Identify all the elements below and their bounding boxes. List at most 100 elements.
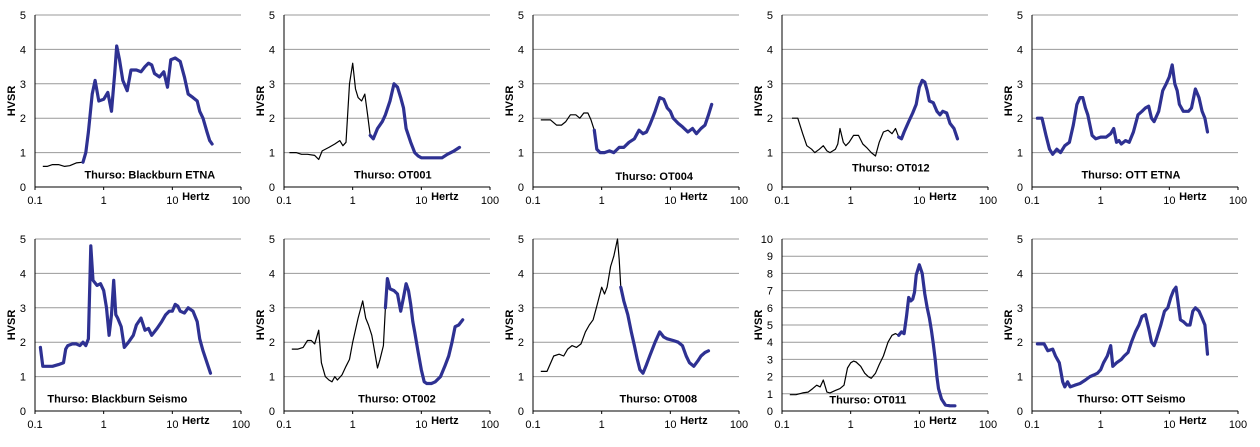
chart-4-thin-series-line bbox=[792, 117, 900, 157]
chart-3: 0 1 2 3 4 5 0.1 1 10 100 HVSR Hertz Thurso: OT004 bbox=[504, 10, 748, 207]
chart-6-y-axis-label: HVSR bbox=[6, 310, 18, 341]
chart-3-x-axis-label: Hertz bbox=[680, 191, 708, 203]
chart-5-x-axis-label: Hertz bbox=[1179, 191, 1207, 203]
chart-9-y-tick-label: 0 bbox=[767, 406, 773, 418]
chart-10-x-tick-label: 100 bbox=[1229, 419, 1247, 431]
chart-1-x-tick-label: 100 bbox=[232, 195, 250, 207]
chart-7-x-tick-label: 10 bbox=[415, 419, 427, 431]
chart-2-y-tick-label: 4 bbox=[269, 44, 275, 56]
chart-2-thin-series-line bbox=[289, 62, 371, 161]
chart-9: 0 1 2 3 4 5 6 7 8 9 10 0.1 1 10 100 HVSR Hertz Thurso: OT… bbox=[753, 234, 997, 431]
chart-7-thick-series-line bbox=[383, 277, 465, 386]
chart-7: 0 1 2 3 4 5 0.1 1 10 100 HVSR Hertz Thurso: OT002 bbox=[255, 234, 499, 431]
chart-10-x-axis-label: Hertz bbox=[1179, 415, 1207, 427]
chart-6-y-tick-label: 1 bbox=[20, 372, 26, 384]
chart-9-y-axis-label: HVSR bbox=[753, 310, 765, 341]
chart-4-y-tick-label: 5 bbox=[767, 10, 773, 22]
chart-10-y-tick-label: 4 bbox=[1017, 268, 1023, 280]
chart-6-y-tick-label: 4 bbox=[20, 268, 26, 280]
chart-7-x-tick-label: 0.1 bbox=[276, 419, 291, 431]
chart-6-title: Thurso: Blackburn Seismo bbox=[47, 393, 187, 405]
chart-7-x-tick-label: 1 bbox=[350, 419, 356, 431]
chart-4-y-axis-label: HVSR bbox=[753, 86, 765, 117]
chart-6-y-tick-label: 5 bbox=[20, 234, 26, 246]
chart-5-y-tick-label: 0 bbox=[1017, 182, 1023, 194]
chart-4-title: Thurso: OT012 bbox=[852, 163, 930, 175]
chart-4-y-tick-label: 0 bbox=[767, 182, 773, 194]
chart-7-y-tick-label: 0 bbox=[269, 406, 275, 418]
chart-5-thick-series-line bbox=[1035, 63, 1210, 156]
chart-10-y-tick-label: 5 bbox=[1017, 234, 1023, 246]
chart-8-x-axis-label: Hertz bbox=[680, 415, 708, 427]
chart-3-thick-series-line bbox=[592, 95, 714, 155]
chart-7-y-tick-label: 4 bbox=[269, 268, 275, 280]
chart-9-y-tick-label: 2 bbox=[767, 372, 773, 384]
chart-9-y-tick-label: 1 bbox=[767, 389, 773, 401]
chart-1-x-axis-label: Hertz bbox=[182, 191, 210, 203]
chart-4-thick-series-line bbox=[897, 78, 960, 141]
chart-8-x-tick-label: 100 bbox=[730, 419, 748, 431]
chart-8-x-tick-label: 0.1 bbox=[525, 419, 540, 431]
chart-10-y-axis-label: HVSR bbox=[1003, 310, 1015, 341]
chart-8-y-tick-label: 3 bbox=[518, 303, 524, 315]
chart-5-x-tick-label: 0.1 bbox=[1024, 195, 1039, 207]
chart-4-y-tick-label: 2 bbox=[767, 113, 773, 125]
chart-8-y-tick-label: 5 bbox=[518, 234, 524, 246]
chart-7-y-tick-label: 3 bbox=[269, 303, 275, 315]
chart-1-y-tick-label: 1 bbox=[20, 148, 26, 160]
chart-2-x-tick-label: 1 bbox=[350, 195, 356, 207]
chart-2-x-tick-label: 100 bbox=[481, 195, 499, 207]
chart-6-x-tick-label: 10 bbox=[166, 419, 178, 431]
chart-5-x-tick-label: 1 bbox=[1098, 195, 1104, 207]
chart-6-y-tick-label: 3 bbox=[20, 303, 26, 315]
chart-6-thick-series-line bbox=[38, 244, 213, 375]
chart-1-thin-series-line bbox=[42, 161, 84, 167]
chart-10-y-tick-label: 3 bbox=[1017, 303, 1023, 315]
chart-10-title: Thurso: OTT Seismo bbox=[1077, 393, 1185, 405]
chart-2: 0 1 2 3 4 5 0.1 1 10 100 HVSR Hertz Thurso: OT001 bbox=[255, 10, 499, 207]
chart-1-y-axis-label: HVSR bbox=[6, 86, 18, 117]
chart-3-y-tick-label: 2 bbox=[518, 113, 524, 125]
chart-4-y-tick-label: 3 bbox=[767, 79, 773, 91]
chart-4-x-tick-label: 10 bbox=[913, 195, 925, 207]
chart-5-x-tick-label: 100 bbox=[1229, 195, 1247, 207]
chart-4-x-axis-label: Hertz bbox=[929, 191, 957, 203]
chart-1-y-tick-label: 0 bbox=[20, 182, 26, 194]
chart-5-y-tick-label: 4 bbox=[1017, 44, 1023, 56]
chart-9-y-tick-label: 7 bbox=[767, 286, 773, 298]
chart-1: 0 1 2 3 4 5 0.1 1 10 100 HVSR Hertz Thurso: Blackbur… bbox=[6, 10, 250, 207]
chart-8-x-tick-label: 1 bbox=[599, 419, 605, 431]
chart-7-y-axis-label: HVSR bbox=[255, 310, 267, 341]
chart-9-x-tick-label: 10 bbox=[913, 419, 925, 431]
chart-6-y-tick-label: 0 bbox=[20, 406, 26, 418]
chart-2-y-tick-label: 5 bbox=[269, 10, 275, 22]
chart-7-y-tick-label: 2 bbox=[269, 337, 275, 349]
chart-2-y-tick-label: 2 bbox=[269, 113, 275, 125]
chart-1-y-tick-label: 4 bbox=[20, 44, 26, 56]
chart-9-title: Thurso: OT011 bbox=[829, 394, 906, 406]
chart-3-y-tick-label: 0 bbox=[518, 182, 524, 194]
chart-10-thick-series-line bbox=[1035, 285, 1210, 389]
chart-1-y-tick-label: 5 bbox=[20, 10, 26, 22]
chart-9-y-tick-label: 5 bbox=[767, 320, 773, 332]
chart-5: 0 1 2 3 4 5 0.1 1 10 100 HVSR Hertz Thurso: OTT ETNA bbox=[1003, 10, 1247, 207]
chart-5-x-tick-label: 10 bbox=[1163, 195, 1175, 207]
chart-1-x-tick-label: 10 bbox=[166, 195, 178, 207]
chart-5-y-axis-label: HVSR bbox=[1003, 86, 1015, 117]
chart-9-y-tick-label: 6 bbox=[767, 303, 773, 315]
chart-10-y-tick-label: 2 bbox=[1017, 337, 1023, 349]
chart-3-y-tick-label: 5 bbox=[518, 10, 524, 22]
chart-2-y-tick-label: 0 bbox=[269, 182, 275, 194]
chart-5-y-tick-label: 1 bbox=[1017, 148, 1023, 160]
chart-3-y-tick-label: 1 bbox=[518, 148, 524, 160]
chart-9-thick-series-line bbox=[897, 263, 957, 408]
chart-3-y-tick-label: 3 bbox=[518, 79, 524, 91]
chart-7-title: Thurso: OT002 bbox=[358, 393, 436, 405]
chart-1-y-tick-label: 2 bbox=[20, 113, 26, 125]
chart-9-x-tick-label: 0.1 bbox=[774, 419, 789, 431]
chart-5-title: Thurso: OTT ETNA bbox=[1081, 169, 1180, 181]
chart-7-thin-series-line bbox=[291, 300, 386, 383]
chart-6: 0 1 2 3 4 5 0.1 1 10 100 HVSR Hertz Thurso: Blackbur… bbox=[6, 234, 250, 431]
chart-4: 0 1 2 3 4 5 0.1 1 10 100 HVSR Hertz Thurso: OT012 bbox=[753, 10, 997, 207]
chart-8-thick-series-line bbox=[619, 285, 711, 375]
